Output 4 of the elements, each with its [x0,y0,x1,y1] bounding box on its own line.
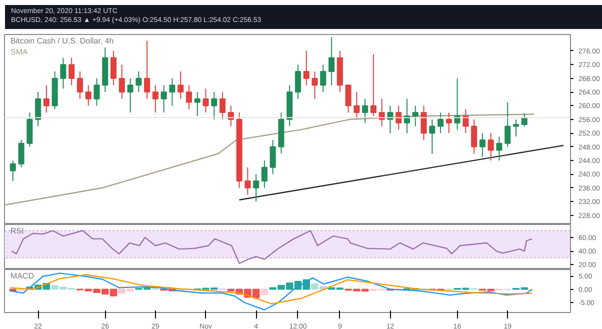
chart-title: MACD [10,272,34,280]
chart-title: RSI [10,226,24,236]
chart-title: Bitcoin Cash / U.S. Dollar, 4h [10,36,114,46]
text: SMA [10,48,28,56]
